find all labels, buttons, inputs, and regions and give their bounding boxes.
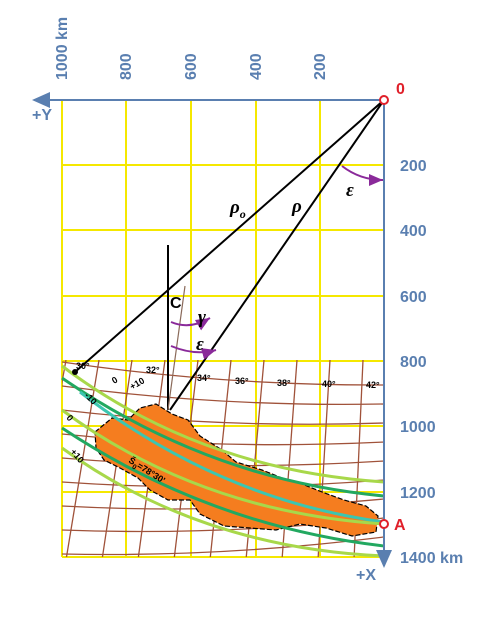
right-tick-label: 200 [400, 158, 427, 175]
c-label: C [170, 295, 182, 312]
rho0-label: ρo [229, 197, 246, 221]
epsilon-label: ε [196, 334, 204, 355]
right-tick-label: 800 [400, 354, 427, 371]
isoline-label: 0 [64, 413, 75, 423]
rho-label: ρ [291, 196, 302, 217]
right-tick-label: 1400 km [400, 550, 463, 567]
epsilon-label: ε [346, 180, 354, 201]
isoline-label: 0 [110, 375, 119, 386]
origin-label: 0 [396, 81, 405, 98]
top-tick-label: 600 [183, 53, 200, 80]
point [72, 369, 78, 375]
meridian-label: 32° [146, 365, 160, 375]
gamma-label: γ [198, 307, 206, 328]
meridian [0, 360, 33, 560]
grid [61, 100, 384, 558]
parallel [62, 385, 384, 406]
construction-lines [74, 99, 385, 411]
meridian-label: 36° [235, 376, 249, 386]
meridian-label: 40° [322, 379, 336, 389]
point-a [379, 519, 389, 529]
meridian [62, 360, 67, 386]
right-tick-label: 600 [400, 289, 427, 306]
top-tick-label: 1000 km [54, 17, 71, 80]
top-tick-label: 800 [118, 53, 135, 80]
top-tick-label: 400 [248, 53, 265, 80]
parallel [62, 361, 384, 386]
x-axis-label: +X [356, 567, 376, 584]
angle-arcs [170, 165, 384, 360]
isoline-label: +10 [128, 375, 146, 391]
isolines [61, 364, 385, 558]
right-tick-label: 1200 [400, 485, 436, 502]
top-tick-label: 200 [312, 53, 329, 80]
meridian [426, 360, 429, 560]
meridian-label: 42° [366, 380, 380, 390]
meridian-label: 38° [277, 378, 291, 388]
right-tick-label: 1000 [400, 419, 436, 436]
parallel [62, 409, 384, 425]
origin-point [379, 95, 389, 105]
y-axis-label: +Y [32, 107, 52, 124]
point-a-label: A [394, 517, 406, 534]
meridian [65, 360, 100, 557]
right-tick-label: 400 [400, 223, 427, 240]
meridian-label: 30° [76, 361, 90, 371]
meridian-label: 34° [197, 373, 211, 383]
